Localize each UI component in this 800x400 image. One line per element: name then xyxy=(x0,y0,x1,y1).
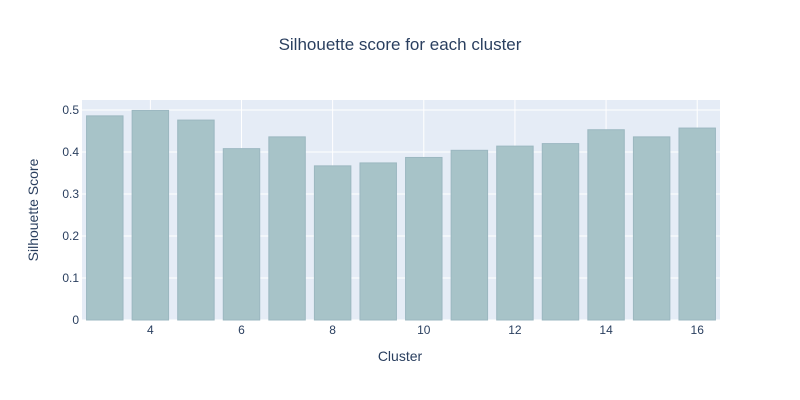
x-tick-label: 14 xyxy=(599,323,613,337)
y-tick-label: 0.5 xyxy=(62,103,79,117)
bar-cluster-6 xyxy=(222,148,261,321)
x-tick-labels: 4 6 8 10 12 14 16 xyxy=(147,323,704,337)
bar-cluster-3 xyxy=(86,115,124,321)
bar-cluster-12 xyxy=(496,145,534,321)
y-tick-label: 0.2 xyxy=(62,229,79,243)
y-tick-label: 0.1 xyxy=(62,271,79,285)
bar-cluster-11 xyxy=(450,149,489,321)
bar-cluster-13 xyxy=(541,143,580,321)
bar-cluster-4 xyxy=(131,109,170,321)
x-tick-label: 4 xyxy=(147,323,154,337)
bar-cluster-8 xyxy=(313,165,352,321)
y-axis-title: Silhouette Score xyxy=(25,158,41,261)
chart-title: Silhouette score for each cluster xyxy=(279,35,522,54)
bar-cluster-7 xyxy=(268,136,306,321)
x-axis-title: Cluster xyxy=(378,348,423,364)
bar-cluster-9 xyxy=(359,162,397,321)
bar-cluster-5 xyxy=(177,119,215,321)
bar-cluster-15 xyxy=(632,136,671,321)
y-tick-labels: 0 0.1 0.2 0.3 0.4 0.5 xyxy=(62,103,79,327)
bar-cluster-10 xyxy=(405,156,443,321)
x-tick-label: 16 xyxy=(691,323,705,337)
bars xyxy=(86,109,716,321)
y-tick-label: 0.4 xyxy=(62,145,79,159)
y-tick-label: 0.3 xyxy=(62,187,79,201)
x-tick-label: 10 xyxy=(417,323,431,337)
bar-cluster-14 xyxy=(587,129,625,321)
y-tick-label: 0 xyxy=(72,313,79,327)
x-tick-label: 12 xyxy=(508,323,522,337)
x-tick-label: 8 xyxy=(329,323,336,337)
bar-cluster-16 xyxy=(678,127,716,321)
x-tick-label: 6 xyxy=(238,323,245,337)
